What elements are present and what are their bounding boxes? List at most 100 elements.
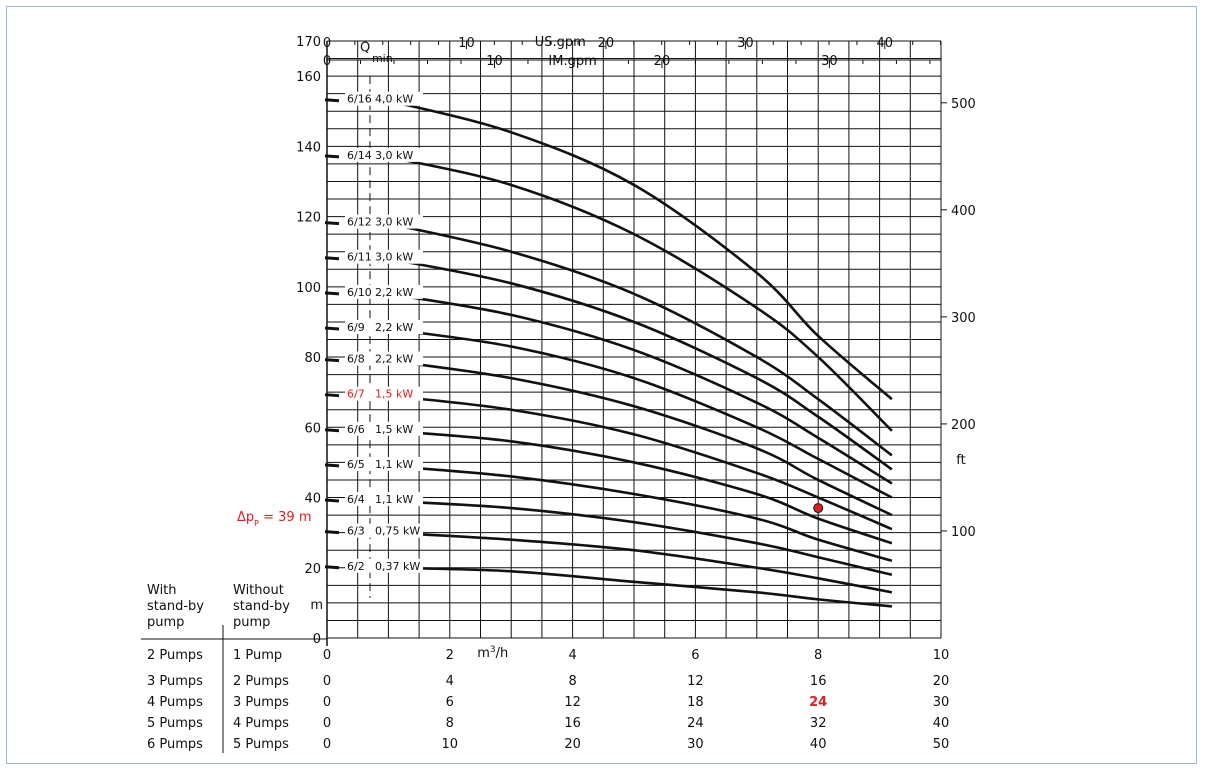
x-tick-label: 8 bbox=[814, 648, 822, 663]
curve-name-label: 6/11 bbox=[347, 251, 372, 264]
curve-name-label: 6/16 bbox=[347, 93, 372, 106]
table-row-without: 2 Pumps bbox=[233, 674, 289, 689]
table-header-without: pump bbox=[233, 615, 270, 630]
curve-stub bbox=[324, 98, 340, 103]
curve-power-label: 1,5 kW bbox=[375, 423, 413, 436]
table-value: 0 bbox=[323, 737, 331, 752]
table-header-without: Without bbox=[233, 583, 284, 598]
operating-point-marker bbox=[813, 503, 824, 514]
table-value: 30 bbox=[687, 737, 704, 752]
table-header-with: pump bbox=[147, 615, 184, 630]
table-row-with: 2 Pumps bbox=[147, 648, 203, 663]
pump-curve-6-4 bbox=[388, 499, 893, 577]
table-header-with: stand-by bbox=[147, 599, 204, 614]
pump-curve-6-2 bbox=[388, 566, 893, 608]
curve-name-label: 6/5 bbox=[347, 458, 365, 471]
curve-power-label: 0,75 kW bbox=[375, 525, 420, 538]
x-tick-label: 6 bbox=[691, 648, 699, 663]
qmin-label: Q bbox=[360, 41, 370, 56]
curve-power-label: 1,1 kW bbox=[375, 458, 413, 471]
curve-label-bg bbox=[345, 147, 423, 162]
y-tick-label: 20 bbox=[304, 562, 321, 577]
table-row-with: 3 Pumps bbox=[147, 674, 203, 689]
table-header-with: With bbox=[147, 583, 177, 598]
table-value: 16 bbox=[810, 674, 827, 689]
pump-curve-6-8 bbox=[388, 359, 893, 517]
table-header-without: stand-by bbox=[233, 599, 290, 614]
us-gpm-label: US.gpm bbox=[535, 35, 586, 50]
curve-label-bg bbox=[345, 319, 423, 334]
table-value: 4 bbox=[446, 674, 454, 689]
curve-label-bg bbox=[345, 284, 423, 299]
table-value: 16 bbox=[564, 716, 581, 731]
x-unit-label: m3/h bbox=[477, 645, 508, 661]
curve-label-bg bbox=[345, 214, 423, 229]
curve-label-bg bbox=[345, 492, 423, 507]
curve-stub bbox=[324, 393, 340, 398]
curve-name-label: 6/14 bbox=[347, 149, 372, 162]
table-row-without: 3 Pumps bbox=[233, 695, 289, 710]
table-value: 12 bbox=[687, 674, 704, 689]
pump-curve-6-10 bbox=[388, 292, 893, 485]
curve-power-label: 3,0 kW bbox=[375, 149, 413, 162]
ft-tick-label: 400 bbox=[951, 204, 976, 219]
x-tick-label: 10 bbox=[933, 648, 950, 663]
y-tick-label: 140 bbox=[296, 140, 321, 155]
curve-stub bbox=[324, 463, 340, 468]
curve-label-bg bbox=[345, 91, 423, 106]
curve-label-bg bbox=[345, 523, 423, 538]
table-row-without: 1 Pump bbox=[233, 648, 282, 663]
table-value: 0 bbox=[323, 695, 331, 710]
curve-stub bbox=[324, 221, 340, 226]
curve-name-label: 6/9 bbox=[347, 321, 365, 334]
ft-tick-label: 100 bbox=[951, 525, 976, 540]
curve-power-label: 4,0 kW bbox=[375, 93, 413, 106]
ft-unit-label: ft bbox=[956, 453, 965, 468]
table-value: 0 bbox=[323, 716, 331, 731]
curve-label-bg bbox=[345, 249, 423, 264]
curve-stub bbox=[324, 326, 340, 331]
curve-name-label: 6/3 bbox=[347, 525, 365, 538]
table-row-without: 4 Pumps bbox=[233, 716, 289, 731]
table-value: 40 bbox=[933, 716, 950, 731]
x-tick-label: 2 bbox=[446, 648, 454, 663]
pump-curve-6-3 bbox=[388, 531, 893, 594]
table-row-with: 6 Pumps bbox=[147, 737, 203, 752]
curve-label-bg bbox=[345, 558, 423, 573]
curve-name-label: 6/6 bbox=[347, 423, 365, 436]
x-tick-label: 4 bbox=[568, 648, 576, 663]
curve-label-bg bbox=[345, 386, 423, 401]
table-value: 8 bbox=[446, 716, 454, 731]
curve-stub bbox=[324, 358, 340, 363]
pump-curve-6-5 bbox=[388, 464, 893, 562]
y-unit-label: m bbox=[310, 598, 323, 613]
table-value: 24 bbox=[809, 695, 827, 710]
table-value: 30 bbox=[933, 695, 950, 710]
curve-label-bg bbox=[345, 456, 423, 471]
curve-power-label: 3,0 kW bbox=[375, 216, 413, 229]
pump-curve-6-14 bbox=[388, 155, 893, 432]
curve-power-label: 2,2 kW bbox=[375, 321, 413, 334]
table-value: 24 bbox=[687, 716, 704, 731]
table-value: 18 bbox=[687, 695, 704, 710]
curve-name-label: 6/2 bbox=[347, 560, 365, 573]
curve-stub bbox=[324, 291, 340, 296]
table-row-without: 5 Pumps bbox=[233, 737, 289, 752]
curve-power-label: 1,1 kW bbox=[375, 493, 413, 506]
pump-curve-6-16 bbox=[388, 99, 893, 401]
curve-stub bbox=[324, 498, 340, 503]
table-value: 6 bbox=[446, 695, 454, 710]
table-row-with: 4 Pumps bbox=[147, 695, 203, 710]
curve-label-bg bbox=[345, 351, 423, 366]
y-tick-label: 40 bbox=[304, 492, 321, 507]
table-value: 8 bbox=[568, 674, 576, 689]
pump-curve-6-12 bbox=[388, 222, 893, 457]
table-value: 50 bbox=[933, 737, 950, 752]
curve-power-label: 2,2 kW bbox=[375, 286, 413, 299]
table-value: 40 bbox=[810, 737, 827, 752]
table-value: 12 bbox=[564, 695, 581, 710]
curve-name-label: 6/7 bbox=[347, 388, 365, 401]
y-tick-label: 170 bbox=[296, 35, 321, 50]
curve-stub bbox=[324, 154, 340, 159]
table-value: 20 bbox=[933, 674, 950, 689]
